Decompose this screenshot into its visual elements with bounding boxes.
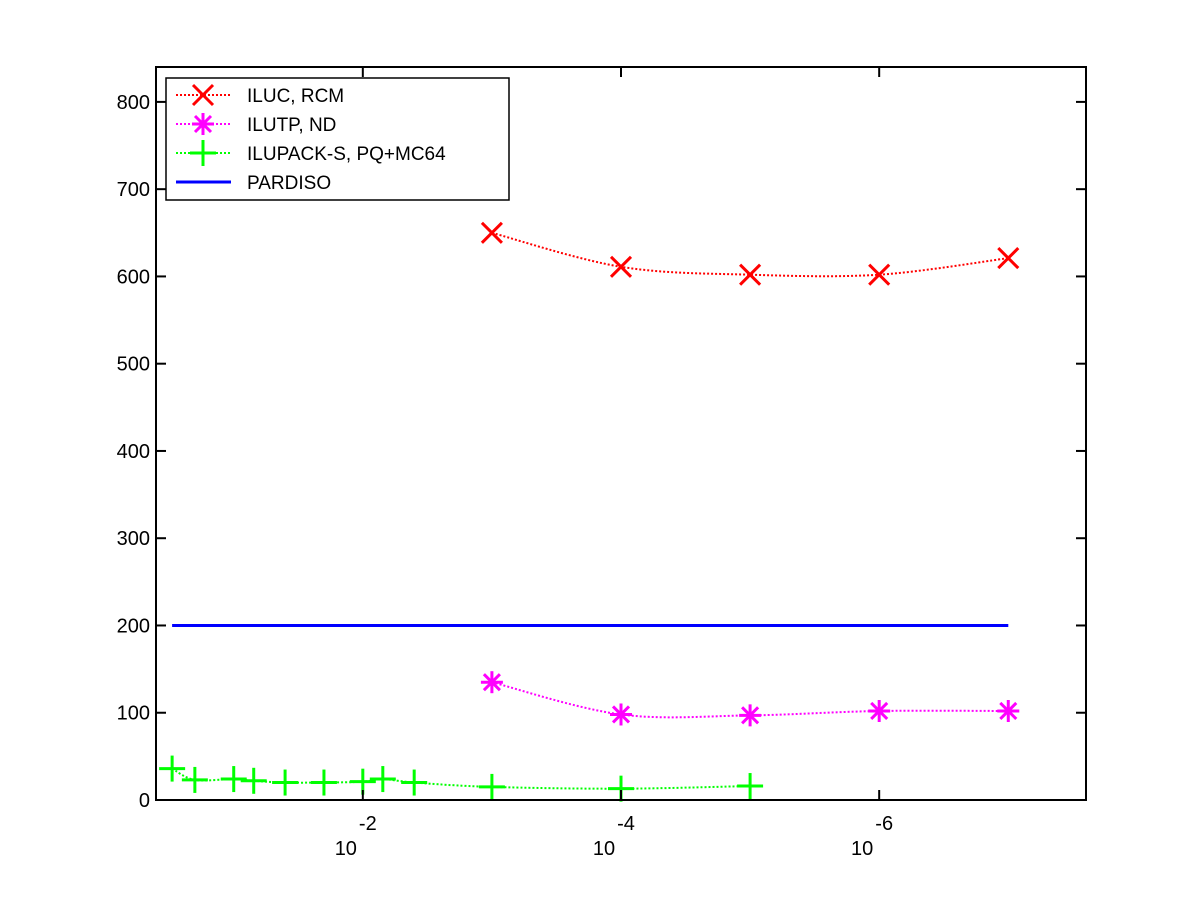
x-tick-label-base: 10 bbox=[593, 838, 615, 860]
legend-label: PARDISO bbox=[247, 173, 331, 194]
data-point-ilupack-s-pq-mc64 bbox=[478, 773, 505, 800]
legend-marker bbox=[192, 113, 214, 135]
y-tick-label: 200 bbox=[117, 615, 150, 637]
y-tick-label: 300 bbox=[117, 528, 150, 550]
x-tick-label-exponent: -6 bbox=[875, 813, 893, 835]
data-point-ilupack-s-pq-mc64 bbox=[220, 766, 247, 793]
data-point-iluc-rcm bbox=[868, 263, 891, 286]
data-point-ilupack-s-pq-mc64 bbox=[272, 769, 299, 796]
y-tick-label: 800 bbox=[117, 92, 150, 114]
data-point-ilupack-s-pq-mc64 bbox=[369, 766, 396, 793]
data-point-ilupack-s-pq-mc64 bbox=[401, 769, 428, 796]
data-point-iluc-rcm bbox=[480, 221, 503, 244]
x-tick-label-exponent: -4 bbox=[617, 813, 635, 835]
legend-label: ILUTP, ND bbox=[247, 115, 336, 136]
y-tick-label: 400 bbox=[117, 441, 150, 463]
series-ilutp-nd bbox=[480, 671, 1020, 727]
legend-box bbox=[165, 77, 510, 201]
y-tick-label: 500 bbox=[117, 354, 150, 376]
data-point-ilupack-s-pq-mc64 bbox=[737, 773, 764, 800]
legend-entry-pardiso: PARDISO bbox=[176, 173, 331, 194]
data-point-ilupack-s-pq-mc64 bbox=[240, 767, 267, 794]
legend-entry-ilutp-nd: ILUTP, ND bbox=[176, 113, 336, 136]
legend-marker bbox=[190, 140, 216, 166]
series-line-ilutp-nd bbox=[491, 681, 1009, 719]
legend: ILUC, RCM ILUTP, ND ILUPACK-S, PQ+MC64 PARD… bbox=[165, 77, 510, 201]
data-point-iluc-rcm bbox=[997, 247, 1020, 270]
y-tick-label: 0 bbox=[139, 790, 150, 812]
y-tick-label: 700 bbox=[117, 179, 150, 201]
y-tick-label: 100 bbox=[117, 703, 150, 725]
data-point-ilutp-nd bbox=[868, 699, 891, 722]
legend-label: ILUPACK-S, PQ+MC64 bbox=[247, 144, 446, 165]
data-point-ilutp-nd bbox=[610, 703, 632, 726]
x-tick-label-base: 10 bbox=[851, 838, 873, 860]
data-point-ilupack-s-pq-mc64 bbox=[181, 766, 208, 793]
data-point-ilupack-s-pq-mc64 bbox=[159, 755, 186, 782]
legend-label: ILUC, RCM bbox=[247, 86, 344, 107]
data-point-iluc-rcm bbox=[739, 263, 762, 286]
series-layer bbox=[159, 221, 1020, 802]
series-line-iluc-rcm bbox=[491, 231, 1009, 278]
y-tick-label: 600 bbox=[117, 266, 150, 288]
data-point-ilupack-s-pq-mc64 bbox=[310, 769, 337, 796]
legend-entry-ilupack-s-pq-mc64: ILUPACK-S, PQ+MC64 bbox=[176, 140, 446, 166]
data-point-iluc-rcm bbox=[609, 255, 633, 278]
legend-marker bbox=[191, 83, 215, 107]
x-tick-label-base: 10 bbox=[335, 838, 357, 860]
data-point-ilutp-nd bbox=[480, 671, 503, 694]
data-point-ilutp-nd bbox=[997, 699, 1020, 722]
legend-entry-iluc-rcm: ILUC, RCM bbox=[176, 83, 344, 107]
data-point-ilutp-nd bbox=[739, 704, 762, 727]
x-tick-label-exponent: -2 bbox=[359, 813, 377, 835]
series-iluc-rcm bbox=[480, 221, 1020, 286]
